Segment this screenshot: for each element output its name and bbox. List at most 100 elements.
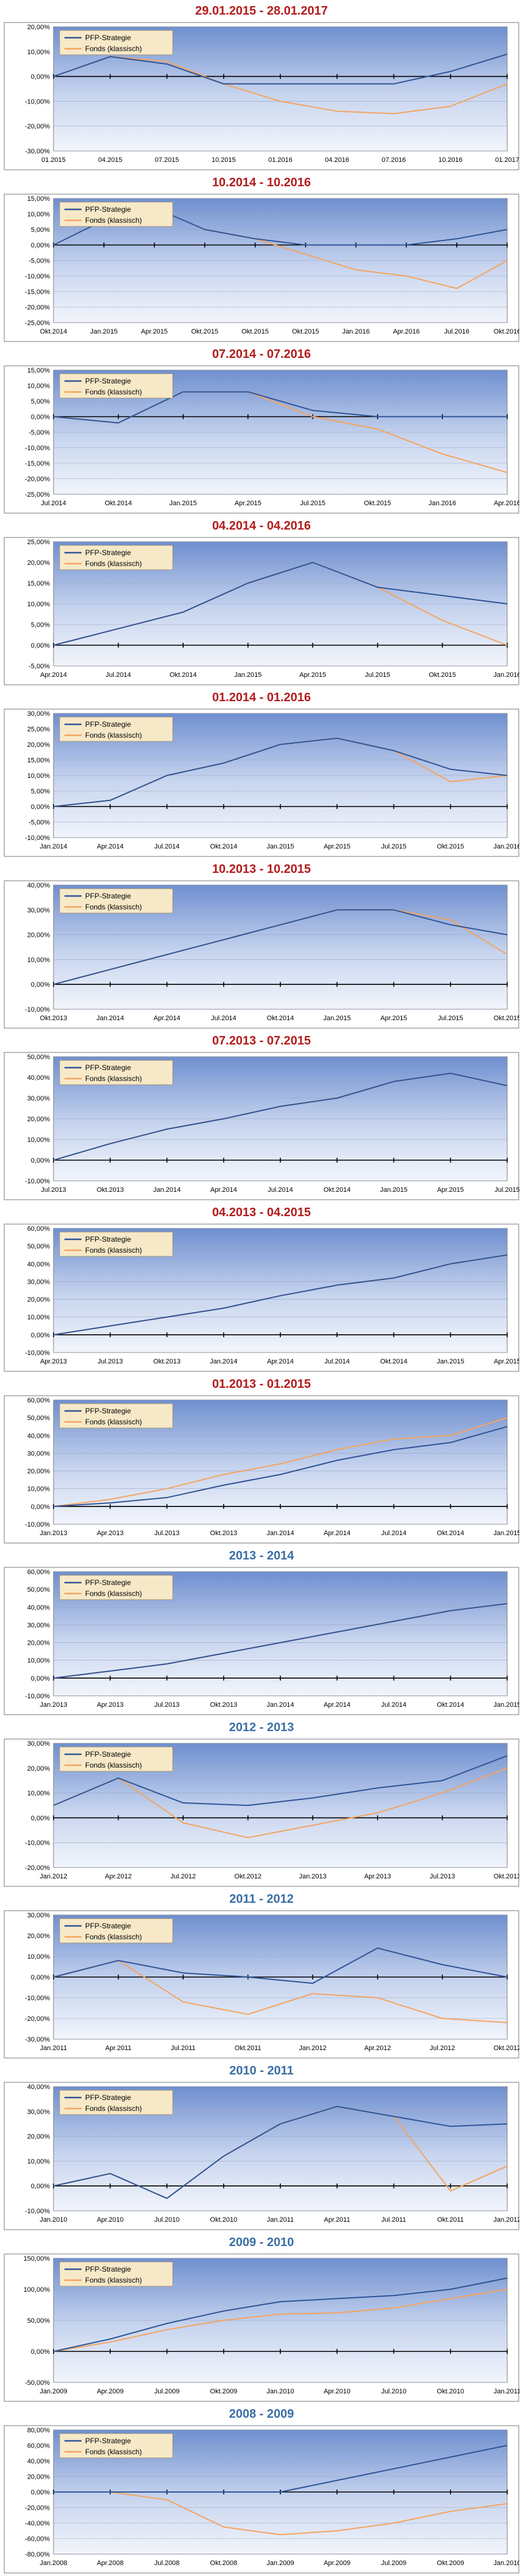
x-tick-label: Jan.2014 [40,843,67,850]
x-tick-label: Jan.2012 [493,2216,519,2224]
chart-block: 29.01.2015 - 28.01.2017 -30,00% -20,00% -10… [0,4,523,172]
chart-svg: -80,00% -60,00% -40,00% -20,00% 0,00% 20,00% 4… [4,2425,519,2574]
x-tick-label: Apr.2014 [97,843,123,850]
legend-label: Fonds (klassisch) [85,44,142,53]
legend-label: PFP-Strategie [85,205,131,214]
chart-title: 2013 - 2014 [229,1549,294,1563]
legend-box [59,888,173,914]
legend-label: Fonds (klassisch) [85,731,142,740]
y-tick-label: 20,00% [27,559,50,567]
legend: PFP-Strategie Fonds (klassisch) [59,1403,173,1429]
y-tick-label: 0,00% [31,74,50,81]
x-tick-label: Apr.2011 [324,2216,350,2224]
y-tick-label: -5,00% [29,819,50,827]
x-tick-label: Apr.2010 [97,2216,123,2224]
y-tick-label: -10,00% [25,1178,50,1185]
legend-label: Fonds (klassisch) [85,2276,142,2284]
y-tick-label: 0,00% [31,642,50,649]
series-line [53,737,508,807]
x-tick-label: 10.2016 [438,156,463,164]
legend-label: PFP-Strategie [85,1578,131,1587]
series-line [53,909,508,985]
x-tick-label: Okt.2014 [380,1358,407,1365]
y-tick-label: -10,00% [25,1521,50,1528]
x-tick-label: Jan.2015 [234,671,262,679]
y-tick-label: -10,00% [25,835,50,842]
x-tick-label: Apr.2014 [267,1358,294,1365]
chart-svg: -10,00% 0,00% 10,00% 20,00% 30,00% 40,00% 50,0… [4,1223,519,1372]
series-line [53,1947,508,1984]
legend: PFP-Strategie Fonds (klassisch) [59,1060,173,1085]
legend-box [59,545,173,570]
x-tick-label: Apr.2015 [324,843,350,850]
x-tick-label: Okt.2015 [437,843,464,850]
legend-box [59,1231,173,1257]
x-tick-label: Okt.2014 [105,500,132,507]
x-tick-label: Okt.2011 [235,2045,262,2052]
y-tick-label: 10,00% [27,2158,50,2165]
y-tick-label: 60,00% [27,2443,50,2450]
y-tick-label: -20,00% [25,476,50,483]
x-tick-label: Jul.2012 [430,2045,455,2052]
x-tick-label: Jan.2009 [266,2560,294,2567]
x-tick-label: Apr.2013 [97,1701,123,1709]
chart-svg: -10,00% 0,00% 10,00% 20,00% 30,00% 40,00% 50,0… [4,1567,519,1715]
legend-box [59,1403,173,1429]
y-tick-label: 30,00% [27,1278,50,1286]
x-tick-label: Apr.2015 [494,1358,519,1365]
x-tick-label: Okt.2014 [40,328,68,335]
x-tick-label: Okt.2013 [40,1015,68,1022]
chart-block: 01.2013 - 01.2015 -10,00% 0,00% 10,00% 20,00… [0,1377,523,1545]
chart-title: 2011 - 2012 [229,1892,294,1906]
x-tick-label: Jan.2016 [342,328,370,335]
chart-title: 07.2013 - 07.2015 [212,1034,311,1048]
legend-box [59,1060,173,1085]
y-tick-label: 30,00% [27,1095,50,1102]
legend: PFP-Strategie Fonds (klassisch) [59,201,173,227]
x-tick-label: Okt.2013 [210,1701,237,1709]
chart-title: 01.2014 - 01.2016 [212,691,311,704]
y-tick-label: 0,00% [31,2489,50,2496]
chart-title: 10.2014 - 10.2016 [212,176,311,189]
x-tick-label: Apr.2011 [105,2045,131,2052]
x-tick-label: Apr.2015 [299,671,326,679]
y-tick-label: 10,00% [27,1136,50,1144]
legend-box [59,2090,173,2115]
legend: PFP-Strategie Fonds (klassisch) [59,30,173,55]
y-tick-label: -15,00% [25,460,50,467]
chart-title: 04.2013 - 04.2015 [212,1206,311,1219]
y-tick-label: 0,00% [31,1503,50,1511]
legend-box [59,716,173,742]
y-tick-label: -5,00% [29,429,50,436]
series-line [53,56,508,114]
x-tick-label: Apr.2015 [380,1015,407,1022]
y-tick-label: 10,00% [27,1314,50,1321]
chart-block: 10.2013 - 10.2015 -10,00% 0,00% 10,00% 20,00… [0,862,523,1030]
series-line [53,1254,508,1335]
x-tick-label: Apr.2008 [97,2560,123,2567]
chart-block: 2008 - 2009 -80,00% -60,00% -40,00% -20,00% 0… [0,2407,523,2575]
x-tick-label: Apr.2016 [393,328,420,335]
x-tick-label: Okt.2014 [437,1701,464,1709]
chart-title: 07.2014 - 07.2016 [212,348,311,361]
x-tick-label: Okt.2016 [494,328,519,335]
legend-label: PFP-Strategie [85,1235,131,1244]
y-tick-label: 30,00% [27,1912,50,1919]
x-tick-label: Jul.2011 [381,2216,406,2224]
y-tick-label: 60,00% [27,1569,50,1576]
chart-svg: -10,00% 0,00% 10,00% 20,00% 30,00% 40,00% 50,0… [4,1395,519,1544]
legend-label: Fonds (klassisch) [85,1933,142,1941]
x-tick-label: Apr.2014 [210,1186,237,1194]
y-tick-label: 20,00% [27,1765,50,1773]
x-tick-label: Jul.2010 [381,2388,407,2395]
chart-svg: -10,00% 0,00% 10,00% 20,00% 30,00% 40,00% Jan.… [4,2082,519,2230]
legend-label: Fonds (klassisch) [85,2448,142,2456]
x-tick-label: Apr.2014 [153,1015,180,1022]
y-tick-label: -10,00% [25,1693,50,1700]
y-tick-label: -5,00% [29,257,50,265]
x-tick-label: Jan.2011 [40,2045,67,2052]
x-tick-label: Jan.2011 [267,2216,294,2224]
x-tick-label: Jan.2016 [429,500,456,507]
x-tick-label: 04.2016 [325,156,349,164]
x-tick-label: Jan.2015 [324,1015,351,1022]
